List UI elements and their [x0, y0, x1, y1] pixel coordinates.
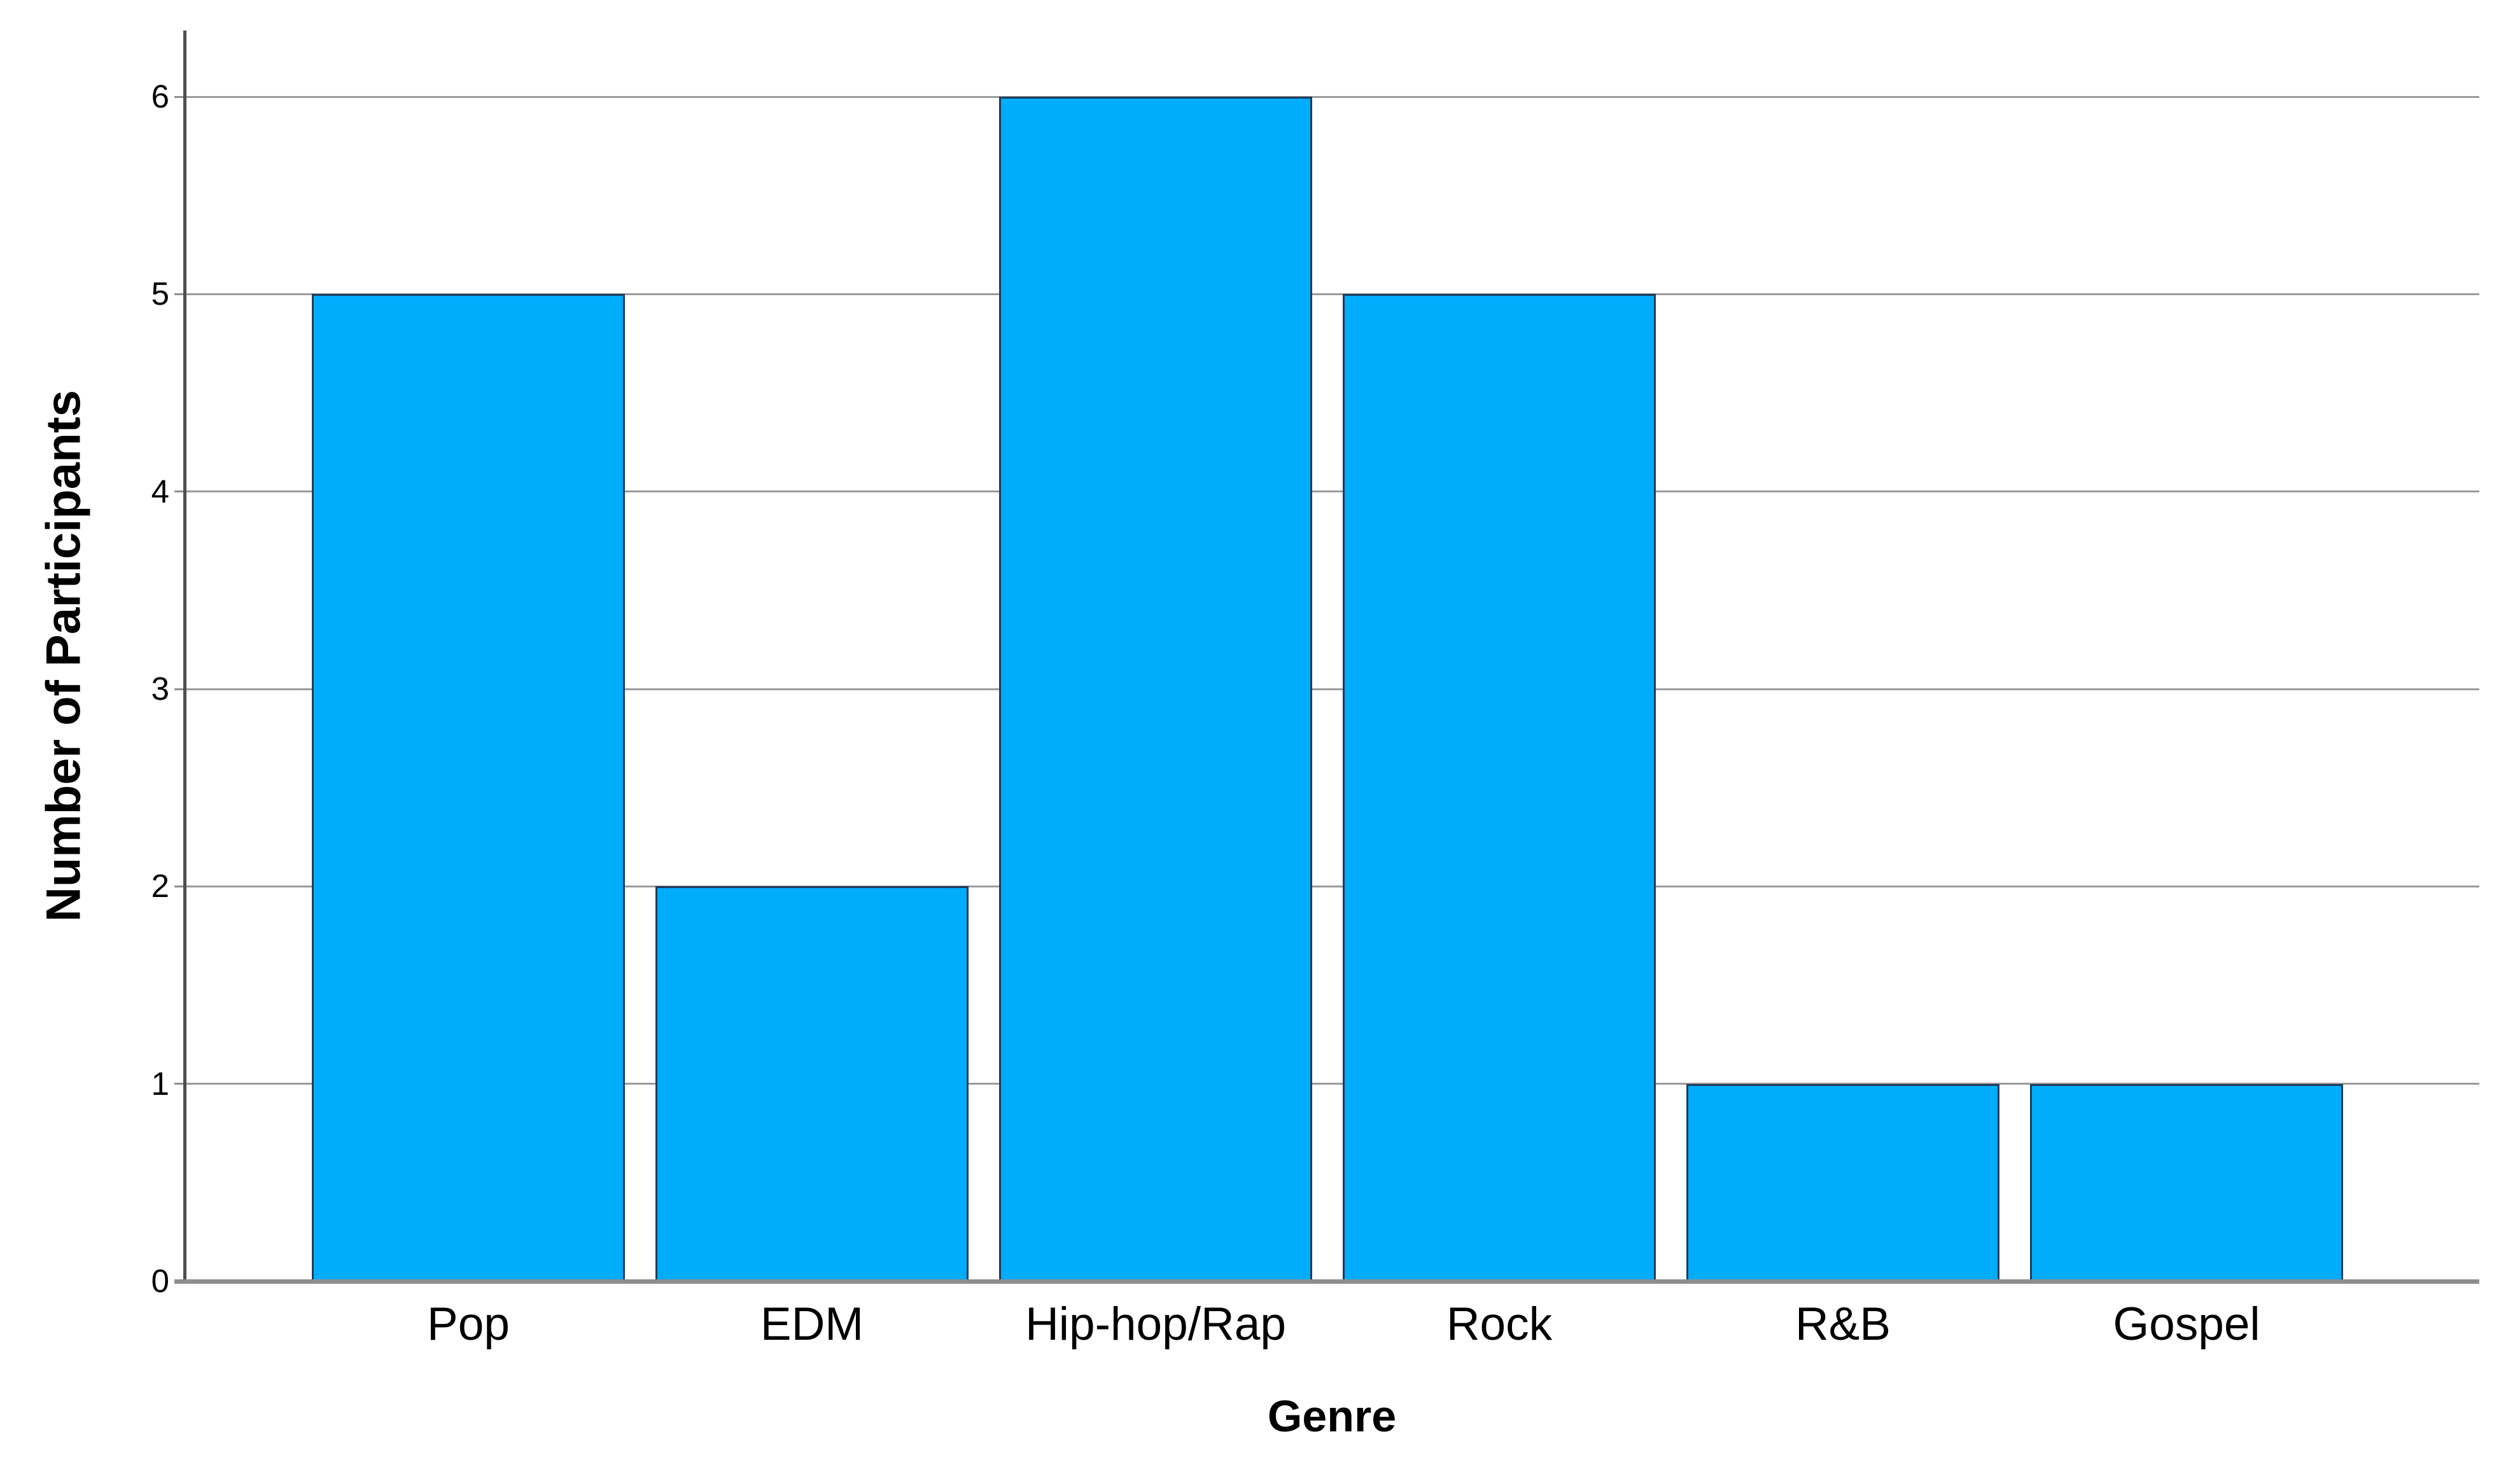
- y-tick-label-1: 1: [151, 1065, 169, 1102]
- y-tick-4: [174, 490, 185, 493]
- gridline-3: [185, 688, 2479, 690]
- y-tick-3: [174, 688, 185, 690]
- y-tick-label-4: 4: [151, 473, 169, 510]
- x-tick-label-r-b: R&B: [1795, 1298, 1891, 1350]
- y-tick-1: [174, 1083, 185, 1085]
- y-axis-title: Number of Participants: [36, 389, 91, 922]
- bar-hip-hop-rap: [999, 97, 1312, 1281]
- y-tick-label-3: 3: [151, 671, 169, 707]
- bar-rock: [1343, 294, 1656, 1281]
- x-tick-label-rock: Rock: [1446, 1298, 1553, 1350]
- bar-edm: [655, 886, 969, 1281]
- y-tick-label-0: 0: [151, 1263, 169, 1299]
- y-axis-line: [183, 31, 186, 1284]
- x-tick-label-pop: Pop: [427, 1298, 510, 1350]
- y-tick-2: [174, 885, 185, 887]
- gridline-1: [185, 1083, 2479, 1085]
- bar-pop: [312, 294, 625, 1281]
- y-tick-label-6: 6: [151, 78, 169, 115]
- bar-gospel: [2030, 1083, 2343, 1281]
- y-tick-6: [174, 95, 185, 98]
- y-tick-5: [174, 293, 185, 295]
- x-tick-label-edm: EDM: [760, 1298, 864, 1350]
- gridline-4: [185, 490, 2479, 493]
- y-tick-label-2: 2: [151, 868, 169, 905]
- x-tick-label-gospel: Gospel: [2113, 1298, 2260, 1350]
- gridline-2: [185, 885, 2479, 887]
- gridline-5: [185, 293, 2479, 295]
- bar-r-b: [1686, 1083, 1999, 1281]
- x-axis-title: Genre: [1267, 1391, 1397, 1441]
- gridline-6: [185, 95, 2479, 98]
- y-tick-label-5: 5: [151, 275, 169, 312]
- x-tick-label-hip-hop-rap: Hip-hop/Rap: [1025, 1298, 1286, 1350]
- x-axis-line: [174, 1279, 2479, 1284]
